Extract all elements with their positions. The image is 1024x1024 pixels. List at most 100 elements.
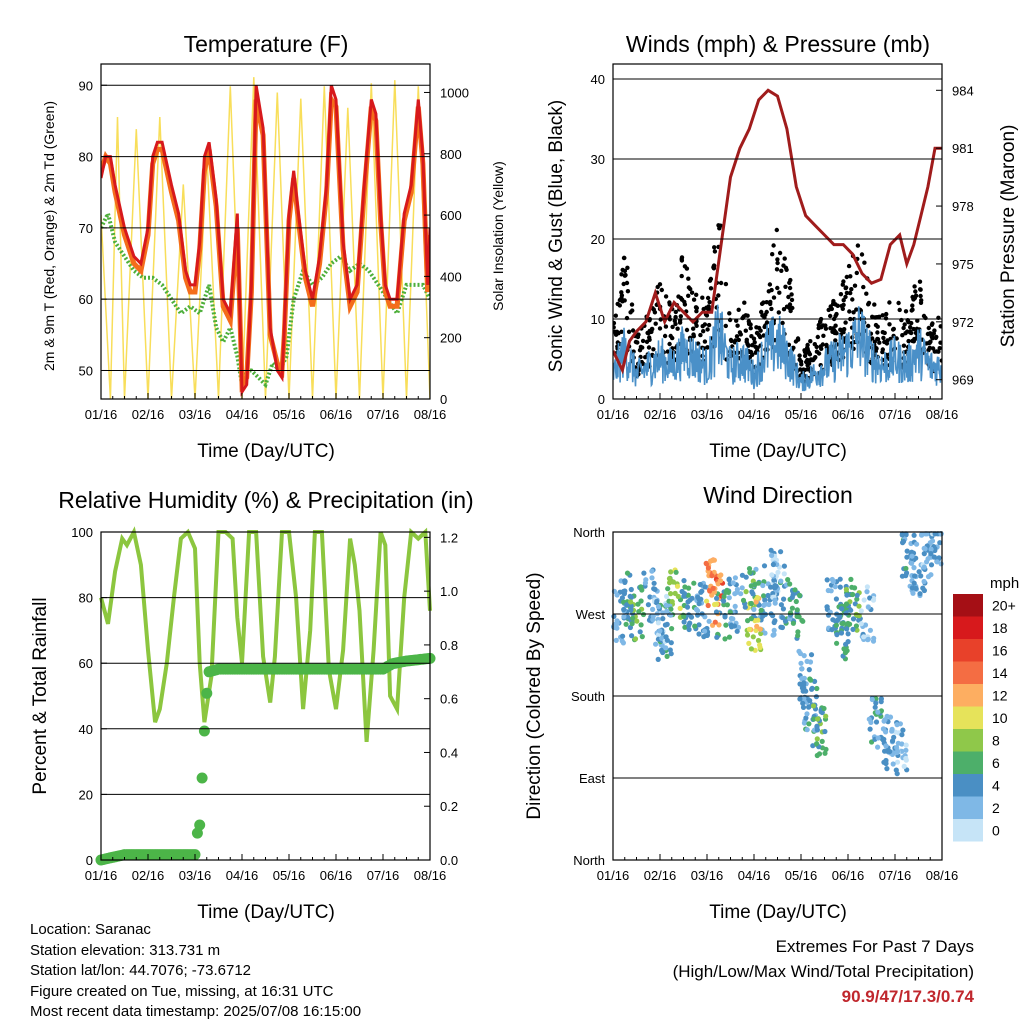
direction-point	[893, 729, 899, 735]
direction-point	[664, 593, 670, 600]
gust-point	[933, 335, 938, 341]
direction-point	[723, 622, 729, 628]
direction-point	[706, 618, 712, 624]
gust-point	[667, 341, 672, 347]
direction-point	[804, 711, 810, 717]
gust-point	[912, 295, 917, 301]
gust-point	[734, 334, 740, 339]
gust-point	[851, 310, 856, 315]
xtick-label: 02/16	[644, 868, 677, 883]
direction-point	[655, 656, 661, 663]
gust-point	[931, 331, 936, 336]
humidity-ylabel-left: Percent & Total Rainfall	[30, 597, 51, 794]
direction-point	[873, 719, 880, 725]
gust-point	[880, 313, 885, 318]
gust-point	[631, 349, 636, 354]
gust-point	[854, 307, 859, 312]
gust-point	[787, 302, 793, 307]
legend-swatch	[953, 616, 983, 639]
direction-point	[730, 580, 736, 586]
y2tick-label: 981	[952, 141, 974, 156]
direction-point	[771, 619, 777, 626]
direction-point	[771, 577, 777, 583]
direction-point	[721, 593, 727, 600]
gust-point	[689, 290, 695, 295]
gust-point	[896, 300, 901, 306]
direction-point	[705, 602, 711, 609]
gust-point	[771, 243, 776, 248]
gust-point	[815, 334, 820, 340]
direction-point	[881, 736, 887, 742]
temperature-panel: Temperature (F) Time (Day/UTC) 2m & 9m T…	[41, 31, 506, 462]
direction-point	[918, 573, 924, 579]
gust-point	[662, 333, 668, 339]
direction-point	[903, 755, 909, 762]
gust-point	[802, 353, 808, 358]
gust-point	[814, 344, 819, 350]
location-text: Location: Saranac	[30, 921, 151, 938]
direction-point	[894, 749, 900, 756]
legend-swatch	[953, 661, 983, 684]
y2tick-label: 969	[952, 373, 974, 388]
direction-point	[858, 608, 864, 614]
y2tick-label: 400	[440, 269, 462, 284]
direction-point	[705, 565, 712, 571]
gust-point	[874, 346, 879, 351]
direction-point	[864, 589, 870, 595]
xtick-label: 05/16	[785, 868, 818, 883]
gust-point	[670, 324, 675, 330]
direction-point	[623, 621, 629, 627]
direction-point	[883, 743, 889, 749]
direction-point	[811, 716, 817, 722]
solar-insolation-line	[101, 77, 430, 399]
direction-point	[799, 685, 806, 691]
gust-point	[777, 250, 783, 256]
legend-swatch	[953, 729, 983, 752]
direction-point	[740, 597, 747, 604]
gust-point	[843, 285, 849, 290]
direction-point	[624, 602, 630, 608]
direction-point	[894, 771, 900, 777]
direction-point	[867, 627, 874, 633]
direction-point	[632, 636, 639, 642]
gust-point	[882, 330, 887, 336]
gust-point	[694, 305, 699, 311]
direction-point	[681, 578, 687, 584]
direction-point	[900, 727, 906, 733]
precip-point	[194, 819, 206, 831]
gust-point	[673, 321, 678, 327]
xtick-label: 02/16	[132, 868, 165, 883]
gust-point	[832, 328, 837, 333]
extremes-values: 90.9/47/17.3/0.74	[841, 987, 974, 1006]
direction-point	[854, 627, 860, 633]
direction-point	[628, 599, 634, 605]
gust-point	[665, 349, 670, 354]
gust-point	[777, 290, 782, 295]
xtick-label: 01/16	[597, 868, 630, 883]
direction-point	[622, 578, 628, 584]
direction-point	[787, 581, 793, 587]
direction-point	[928, 562, 935, 568]
gust-point	[908, 329, 913, 334]
direction-point	[842, 650, 849, 656]
direction-point	[757, 626, 763, 632]
direction-point	[689, 595, 695, 601]
xtick-label: 07/16	[879, 407, 912, 422]
direction-point	[663, 645, 669, 651]
direction-point	[849, 584, 855, 590]
gust-point	[679, 255, 685, 260]
gust-point	[716, 293, 721, 298]
direction-point	[714, 634, 720, 640]
direction-point	[808, 677, 814, 683]
gust-point	[779, 268, 784, 273]
xtick-label: 06/16	[320, 407, 353, 422]
direction-point	[833, 596, 840, 602]
direction-point	[904, 548, 910, 554]
winds-xlabel: Time (Day/UTC)	[709, 441, 847, 462]
gust-point	[641, 361, 646, 367]
direction-point	[869, 696, 875, 703]
precip-point	[201, 687, 213, 699]
direction-point	[732, 603, 738, 610]
direction-point	[742, 604, 748, 610]
